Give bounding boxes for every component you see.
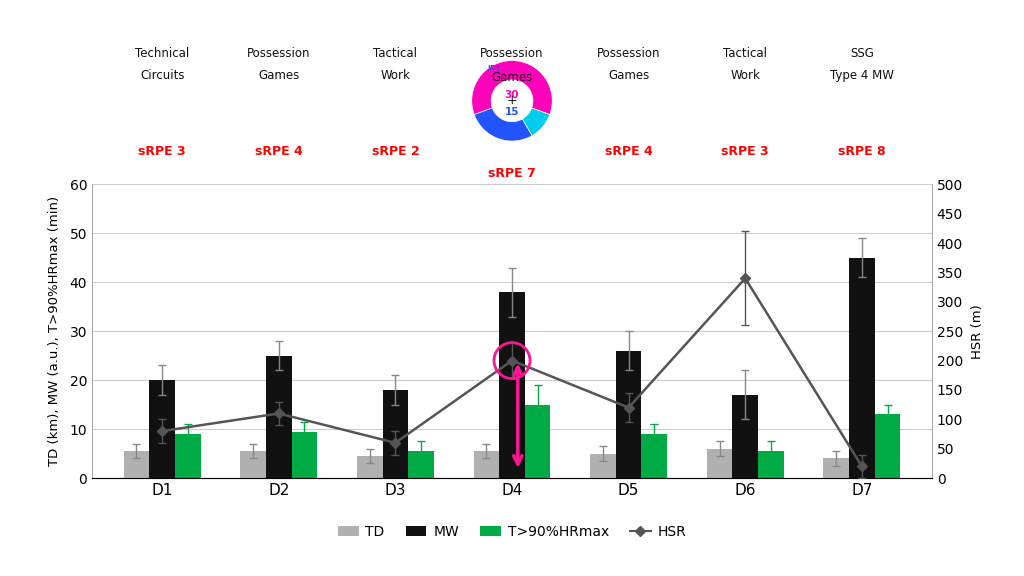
Text: Games: Games [608,69,649,82]
Bar [874,415,900,478]
Bar [383,390,409,478]
Text: sRPE 8: sRPE 8 [838,145,886,158]
Text: 15: 15 [505,107,519,117]
Text: sRPE 2: sRPE 2 [372,145,419,158]
Text: sRPE 3: sRPE 3 [138,145,186,158]
Text: sRPE 3: sRPE 3 [722,145,769,158]
Text: Circuits: Circuits [140,69,184,82]
Y-axis label: HSR (m): HSR (m) [972,304,984,359]
Bar [615,351,641,478]
Text: Technical: Technical [135,47,189,60]
Bar [357,456,383,478]
Bar [641,434,667,478]
Text: Tactical: Tactical [723,47,767,60]
Text: Possession: Possession [480,47,544,60]
Text: Games: Games [492,70,532,84]
Text: sRPE 7: sRPE 7 [488,166,536,180]
Bar [758,451,783,478]
Bar [124,451,150,478]
Bar [823,458,849,478]
Text: Games: Games [258,69,299,82]
Text: Work: Work [730,69,760,82]
Legend: TD, MW, T>90%HRmax, HSR: TD, MW, T>90%HRmax, HSR [332,520,692,544]
Bar [849,258,874,478]
Bar [266,356,292,478]
Text: sRPE 4: sRPE 4 [605,145,652,158]
Bar [150,380,175,478]
Text: sRPE 4: sRPE 4 [255,145,303,158]
Text: IFT: IFT [487,65,501,74]
Text: Possession: Possession [247,47,310,60]
Text: Work: Work [381,69,411,82]
Wedge shape [474,108,532,141]
Text: Type 4 MW: Type 4 MW [829,69,894,82]
Text: +: + [507,93,517,107]
Bar [175,434,201,478]
Y-axis label: TD (km), MW (a.u.), T>90%HRmax (min): TD (km), MW (a.u.), T>90%HRmax (min) [48,196,61,466]
Text: Tactical: Tactical [374,47,418,60]
Bar [732,395,758,478]
Bar [707,449,732,478]
Wedge shape [472,60,552,115]
Wedge shape [522,108,550,135]
Text: Possession: Possession [597,47,660,60]
Bar [590,454,615,478]
Text: 30: 30 [505,90,519,100]
Bar [473,451,499,478]
Text: SSG: SSG [850,47,873,60]
Bar [292,431,317,478]
Bar [241,451,266,478]
Bar [525,404,551,478]
Bar [499,292,525,478]
Bar [409,451,434,478]
